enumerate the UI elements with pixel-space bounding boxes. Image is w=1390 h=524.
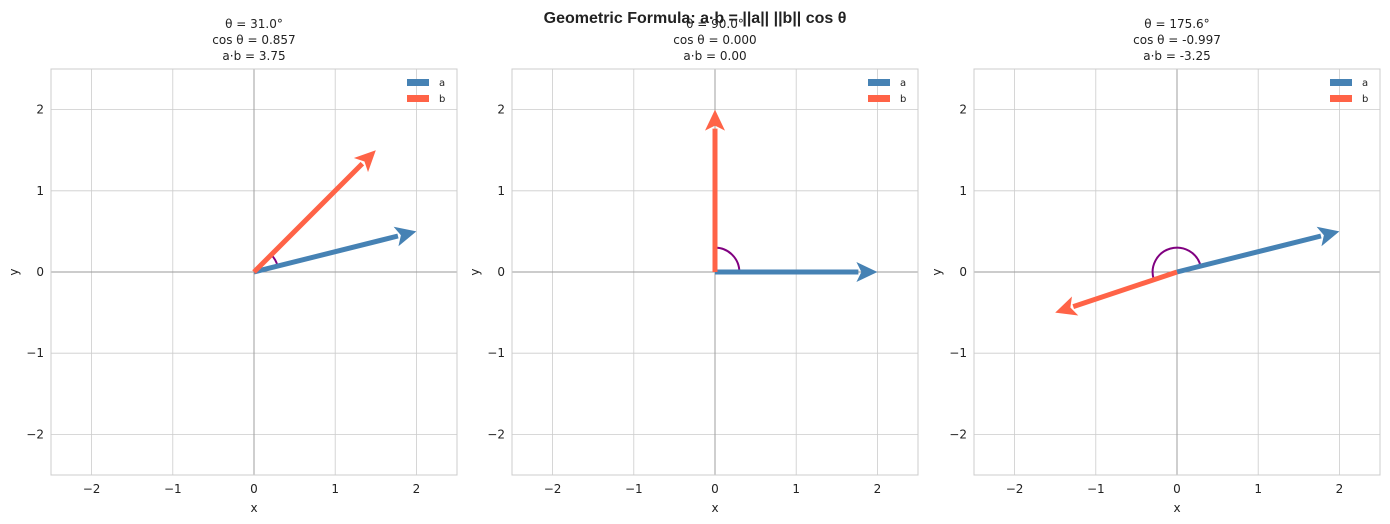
- x-tick-label: 1: [792, 482, 800, 496]
- legend-swatch-b: [1330, 95, 1352, 102]
- panel-title-line: θ = 31.0°: [225, 17, 283, 31]
- x-axis-label: x: [711, 501, 718, 515]
- chart-panel-2: −2 −1 0 1 2 −2 −1 0 1 2 x y θ = 90.0° cos θ = 0.000 a·…: [468, 17, 919, 515]
- panel-title-line: θ = 175.6°: [1144, 17, 1209, 31]
- y-tick-label: −1: [487, 346, 505, 360]
- vector-a-arrowhead: [393, 226, 417, 247]
- y-tick-label: 2: [959, 103, 967, 117]
- chart-panel-1: −2 −1 0 1 2 −2 −1 0 1 2 x y θ = 31.0° cos θ = 0.857 a·…: [7, 17, 458, 515]
- chart-panel-3: −2 −1 0 1 2 −2 −1 0 1 2 x y θ = 175.6° cos θ = -0.997…: [930, 17, 1381, 515]
- y-axis-label: y: [930, 268, 944, 275]
- x-tick-label: 2: [874, 482, 882, 496]
- vector-b-arrowhead: [1055, 296, 1079, 316]
- legend: ab: [1330, 78, 1368, 105]
- legend-label-b: b: [1362, 94, 1368, 105]
- y-tick-label: 1: [959, 184, 967, 198]
- vector-b-shaft: [252, 161, 365, 274]
- x-tick-label: −1: [1087, 482, 1105, 496]
- x-axis-label: x: [250, 501, 257, 515]
- angle-arc: [1151, 246, 1202, 281]
- legend-label-b: b: [439, 94, 445, 105]
- x-tick-label: −1: [625, 482, 643, 496]
- y-tick-label: 0: [959, 265, 967, 279]
- vector-a-arrowhead: [1316, 226, 1340, 247]
- legend-swatch-a: [868, 79, 890, 86]
- panel-title-line: a·b = -3.25: [1143, 49, 1211, 63]
- vector-b-arrowhead: [353, 150, 376, 173]
- y-tick-label: −1: [26, 346, 44, 360]
- panel-title-line: cos θ = 0.000: [673, 33, 756, 47]
- y-axis-label: y: [7, 268, 21, 275]
- legend-label-a: a: [900, 78, 906, 89]
- plot-frame: [511, 68, 919, 476]
- legend-swatch-b: [407, 95, 429, 102]
- legend-swatch-a: [407, 79, 429, 86]
- y-tick-label: 2: [497, 103, 505, 117]
- x-tick-label: 0: [250, 482, 258, 496]
- x-tick-label: −2: [1006, 482, 1024, 496]
- x-tick-label: 1: [331, 482, 339, 496]
- x-tick-label: 1: [1254, 482, 1262, 496]
- x-tick-label: 0: [1173, 482, 1181, 496]
- x-tick-label: 2: [1336, 482, 1344, 496]
- vector-a-shaft: [253, 233, 399, 275]
- legend-swatch-a: [1330, 79, 1352, 86]
- x-tick-label: 0: [711, 482, 719, 496]
- x-axis-label: x: [1173, 501, 1180, 515]
- y-tick-label: 0: [497, 265, 505, 279]
- y-tick-label: 0: [36, 265, 44, 279]
- panel-title-line: a·b = 0.00: [683, 49, 746, 63]
- x-tick-label: −2: [544, 482, 562, 496]
- legend-label-a: a: [1362, 78, 1368, 89]
- legend-label-b: b: [900, 94, 906, 105]
- legend: ab: [407, 78, 445, 105]
- y-axis-label: y: [468, 268, 482, 275]
- vector-a-shaft: [1176, 233, 1322, 275]
- panel-title-line: a·b = 3.75: [222, 49, 285, 63]
- panel-title-line: θ = 90.0°: [686, 17, 744, 31]
- y-tick-label: −2: [26, 427, 44, 441]
- angle-arc: [714, 246, 741, 273]
- y-tick-label: 2: [36, 103, 44, 117]
- y-tick-label: −2: [949, 427, 967, 441]
- vector-b-arrowhead: [705, 109, 725, 131]
- x-tick-label: −1: [164, 482, 182, 496]
- vector-a-arrowhead: [856, 262, 878, 282]
- legend: ab: [868, 78, 906, 105]
- figure-suptitle: Geometric Formula: a·b = ||a|| ||b|| cos…: [544, 10, 847, 27]
- plot-frame: [50, 68, 458, 476]
- panel-title-line: cos θ = -0.997: [1133, 33, 1221, 47]
- x-tick-label: 2: [413, 482, 421, 496]
- y-tick-label: 1: [497, 184, 505, 198]
- y-tick-label: −1: [949, 346, 967, 360]
- y-tick-label: 1: [36, 184, 44, 198]
- vector-b-shaft: [1072, 269, 1178, 309]
- legend-label-a: a: [439, 78, 445, 89]
- legend-swatch-b: [868, 95, 890, 102]
- panel-title-line: cos θ = 0.857: [212, 33, 295, 47]
- plot-frame: [973, 68, 1381, 476]
- x-tick-label: −2: [83, 482, 101, 496]
- y-tick-label: −2: [487, 427, 505, 441]
